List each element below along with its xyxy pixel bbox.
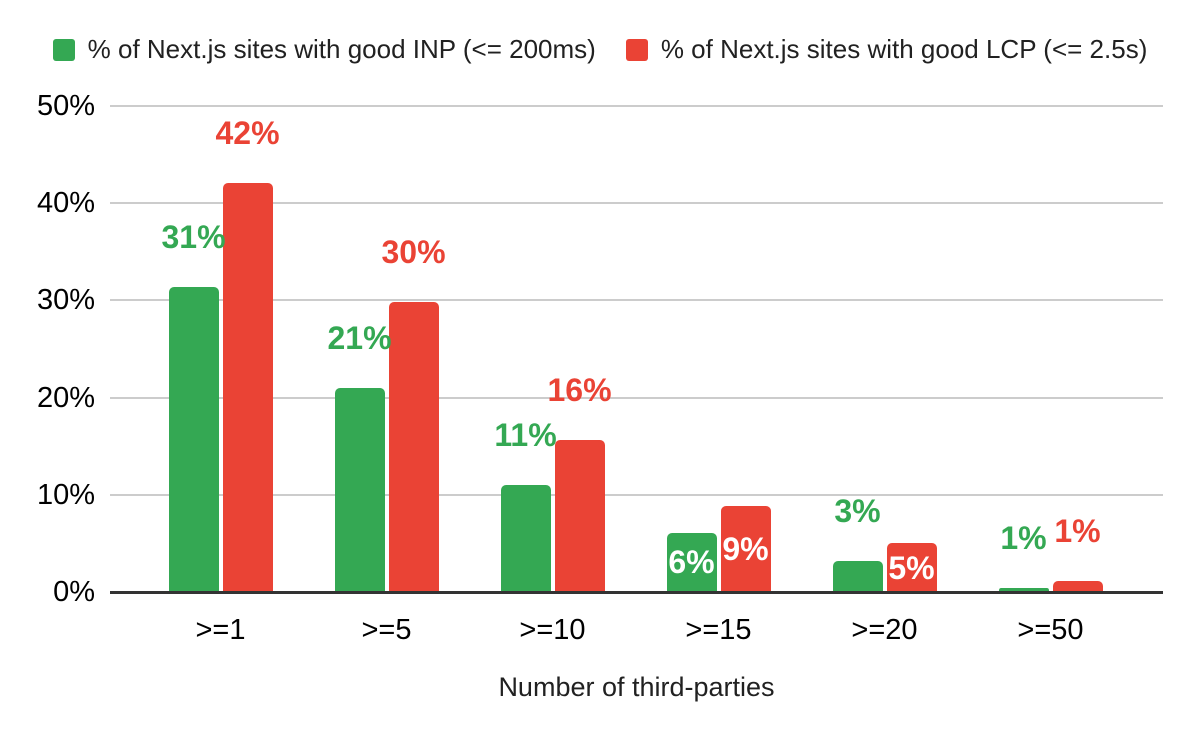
bar-inp-gege20 (832, 560, 883, 592)
bar-inp-gege15 (666, 532, 717, 592)
bar-value-label: 3% (834, 492, 881, 529)
bar-value-label: 42% (215, 114, 280, 151)
y-tick-label: 50% (36, 90, 95, 122)
legend-swatch-lcp (625, 38, 648, 61)
y-tick-label: 10% (36, 478, 95, 511)
x-tick-label: >=50 (1017, 614, 1084, 646)
bar-inp-gege1 (168, 286, 219, 592)
gridline (110, 105, 1163, 107)
bar-lcp-gege5 (388, 302, 439, 592)
bar-lcp-gege10 (554, 440, 605, 592)
y-tick-label: 30% (36, 284, 95, 317)
gridline (110, 396, 1163, 399)
y-tick-label: 40% (36, 187, 95, 220)
gridline (110, 493, 1163, 496)
bar-value-label: 1% (1000, 519, 1047, 556)
bar-value-label: 6% (668, 544, 715, 581)
bar-value-label: 9% (722, 531, 769, 568)
bar-value-label: 21% (327, 319, 392, 356)
y-tick-label: 20% (36, 381, 95, 414)
legend-item-inp: % of Next.js sites with good INP (<= 200… (52, 34, 596, 65)
x-tick-label: >=5 (361, 614, 412, 646)
bar-inp-gege10 (500, 485, 551, 592)
x-tick-label: >=20 (851, 614, 918, 646)
y-tick-label: 0% (53, 576, 95, 608)
x-tick-label: >=10 (519, 614, 586, 646)
legend-swatch-inp (52, 38, 75, 61)
legend-item-label: % of Next.js sites with good LCP (<= 2.5… (660, 34, 1148, 64)
gridline (110, 202, 1163, 205)
x-axis-title: Number of third-parties (498, 672, 775, 702)
bar-lcp-gege50 (1052, 581, 1103, 592)
bar-inp-gege5 (334, 387, 385, 592)
legend-item-lcp: % of Next.js sites with good LCP (<= 2.5… (625, 34, 1148, 65)
gridline (110, 299, 1163, 302)
bar-inp-gege50 (998, 587, 1049, 592)
bar-lcp-gege1 (222, 182, 273, 592)
x-tick-label: >=1 (195, 614, 246, 646)
legend: % of Next.js sites with good INP (<= 200… (0, 34, 1200, 65)
bar-value-label: 30% (381, 234, 446, 271)
legend-item-label: % of Next.js sites with good INP (<= 200… (87, 34, 596, 64)
bar-value-label: 31% (161, 218, 226, 255)
bar-value-label: 1% (1054, 513, 1101, 550)
bar-value-label: 11% (494, 417, 557, 454)
bar-lcp-gege20 (886, 543, 937, 592)
bar-value-label: 16% (547, 372, 612, 409)
bar-lcp-gege15 (720, 506, 771, 592)
x-axis-line (110, 590, 1163, 594)
bar-value-label: 5% (888, 549, 935, 586)
x-tick-label: >=15 (685, 614, 752, 646)
